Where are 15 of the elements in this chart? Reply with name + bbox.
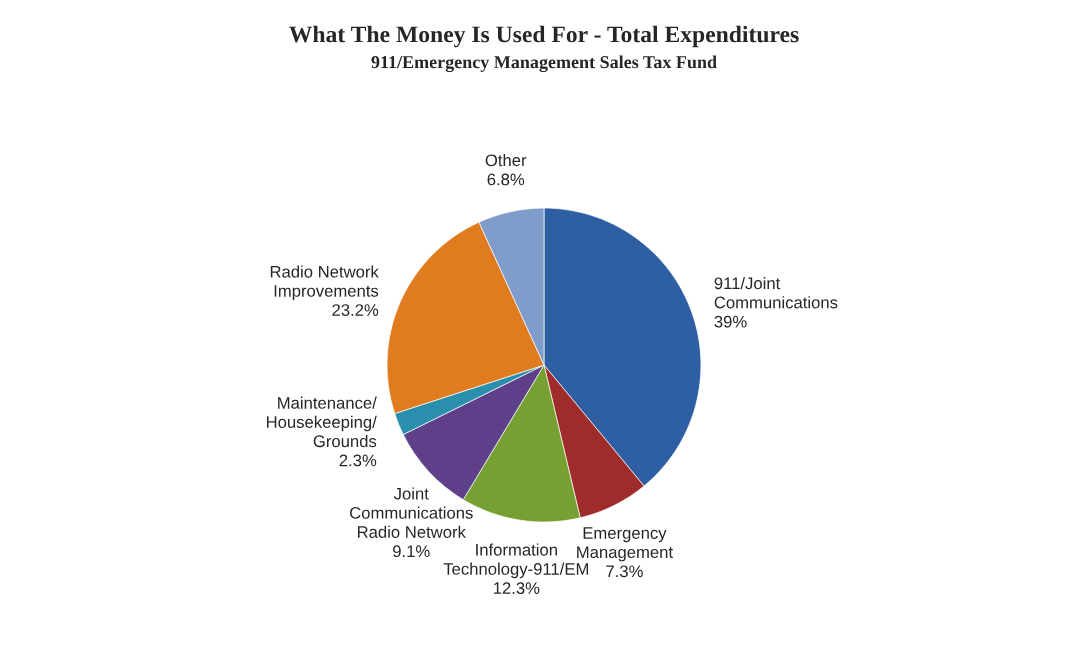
slice-label: Joint Communications Radio Network [350,487,473,538]
slice-label: Emergency Management [577,527,673,562]
data-label: 39% [714,315,747,328]
slice-label: 911/Joint Communications [714,276,838,309]
data-label: 9.1% [393,545,430,558]
slice-label: Radio Network Improvements [270,265,379,301]
data-label: 6.8% [487,173,525,186]
data-label: 2.3% [339,454,377,467]
slice-label: Other [485,153,527,167]
chart-title: What The Money Is Used For - Total Expenditures [289,25,799,48]
data-label: 12.3% [493,582,540,594]
chart-subtitle: 911/Emergency Management Sales Tax Fund [371,55,717,73]
data-label: 7.3% [606,565,643,578]
data-label: 23.2% [332,304,379,316]
slice-label: Maintenance/ Housekeeping/ Grounds [266,396,377,448]
